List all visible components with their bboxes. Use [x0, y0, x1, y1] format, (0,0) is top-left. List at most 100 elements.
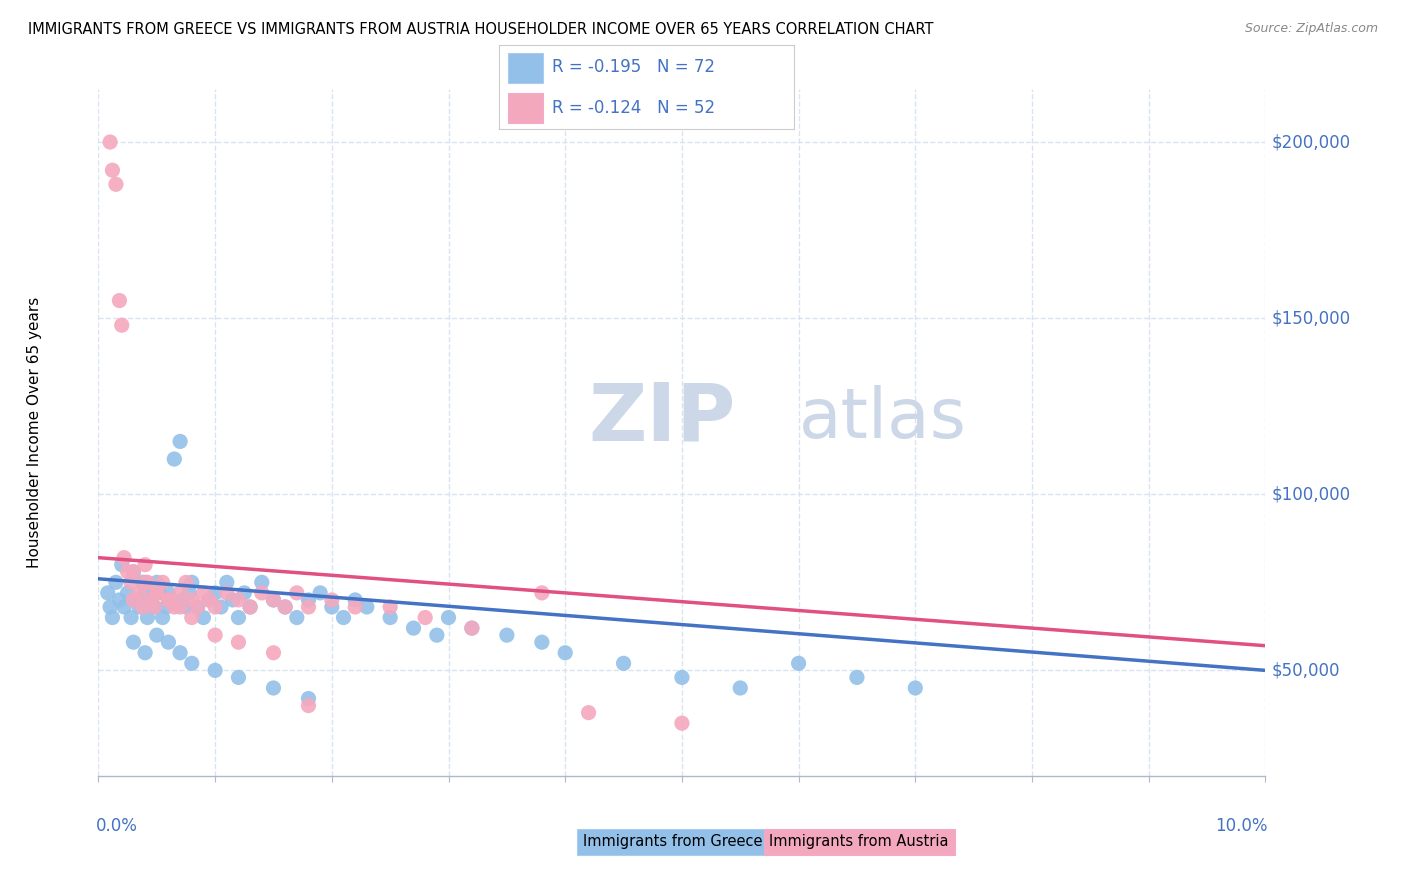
- Text: Immigrants from Austria: Immigrants from Austria: [769, 834, 949, 849]
- Point: [112, 599, 135, 614]
- Point: [120, 575, 142, 590]
- Point: [309, 586, 332, 600]
- Point: [146, 586, 169, 600]
- Text: Householder Income Over 65 years: Householder Income Over 65 years: [27, 297, 42, 568]
- Point: [136, 610, 159, 624]
- Point: [169, 646, 191, 660]
- Point: [111, 558, 134, 572]
- Point: [228, 593, 250, 607]
- Point: [148, 586, 170, 600]
- Point: [120, 610, 142, 624]
- Point: [344, 593, 367, 607]
- Point: [204, 599, 226, 614]
- Point: [174, 575, 197, 590]
- Point: [413, 610, 436, 624]
- Point: [228, 670, 250, 684]
- Point: [157, 593, 180, 607]
- Point: [128, 586, 150, 600]
- Point: [730, 681, 752, 695]
- Point: [134, 575, 156, 590]
- Point: [134, 646, 156, 660]
- Text: 0.0%: 0.0%: [96, 817, 138, 835]
- Point: [297, 698, 319, 713]
- Point: [530, 586, 553, 600]
- Point: [139, 593, 162, 607]
- Point: [169, 434, 191, 449]
- Point: [134, 558, 156, 572]
- Point: [496, 628, 519, 642]
- Point: [263, 646, 285, 660]
- Point: [215, 575, 238, 590]
- Text: ZIP: ZIP: [589, 380, 735, 458]
- Point: [233, 586, 256, 600]
- Point: [787, 657, 810, 671]
- Text: atlas: atlas: [799, 385, 966, 452]
- Point: [139, 593, 162, 607]
- Point: [143, 599, 166, 614]
- Point: [101, 163, 124, 178]
- Point: [104, 575, 127, 590]
- Point: [239, 599, 262, 614]
- Point: [297, 599, 319, 614]
- Point: [274, 599, 297, 614]
- Point: [846, 670, 869, 684]
- Point: [122, 565, 145, 579]
- Point: [132, 575, 155, 590]
- Point: [180, 575, 202, 590]
- Point: [263, 593, 285, 607]
- Text: 10.0%: 10.0%: [1215, 817, 1268, 835]
- Point: [554, 646, 576, 660]
- Point: [344, 599, 367, 614]
- Bar: [508, 54, 543, 83]
- Point: [146, 628, 169, 642]
- Point: [380, 599, 402, 614]
- Point: [250, 575, 273, 590]
- Point: [204, 664, 226, 678]
- Text: $200,000: $200,000: [1271, 133, 1350, 151]
- Point: [122, 565, 145, 579]
- Point: [228, 635, 250, 649]
- Point: [163, 599, 186, 614]
- Text: $100,000: $100,000: [1271, 485, 1350, 503]
- Point: [101, 610, 124, 624]
- Point: [613, 657, 636, 671]
- Point: [239, 599, 262, 614]
- Point: [285, 610, 308, 624]
- Point: [157, 635, 180, 649]
- Point: [117, 565, 139, 579]
- Point: [187, 599, 209, 614]
- Text: Immigrants from Greece: Immigrants from Greece: [582, 834, 762, 849]
- Point: [193, 610, 215, 624]
- Point: [157, 586, 180, 600]
- Point: [136, 575, 159, 590]
- Point: [179, 586, 201, 600]
- Point: [461, 621, 484, 635]
- Point: [134, 586, 156, 600]
- Point: [111, 318, 134, 333]
- Point: [117, 586, 139, 600]
- Point: [97, 586, 120, 600]
- Point: [274, 599, 297, 614]
- Point: [285, 586, 308, 600]
- Point: [198, 593, 221, 607]
- Point: [152, 575, 174, 590]
- Point: [125, 593, 148, 607]
- Point: [198, 593, 221, 607]
- Point: [98, 135, 121, 149]
- Point: [904, 681, 927, 695]
- Point: [112, 550, 135, 565]
- Text: R = -0.124   N = 52: R = -0.124 N = 52: [553, 99, 716, 117]
- Point: [155, 599, 177, 614]
- Text: $50,000: $50,000: [1271, 661, 1340, 680]
- Point: [193, 586, 215, 600]
- Point: [108, 593, 131, 607]
- Point: [132, 599, 155, 614]
- Point: [250, 586, 273, 600]
- Point: [104, 178, 127, 192]
- Point: [157, 593, 180, 607]
- Point: [221, 593, 243, 607]
- Point: [152, 610, 174, 624]
- Point: [187, 599, 209, 614]
- Point: [146, 586, 169, 600]
- Point: [426, 628, 449, 642]
